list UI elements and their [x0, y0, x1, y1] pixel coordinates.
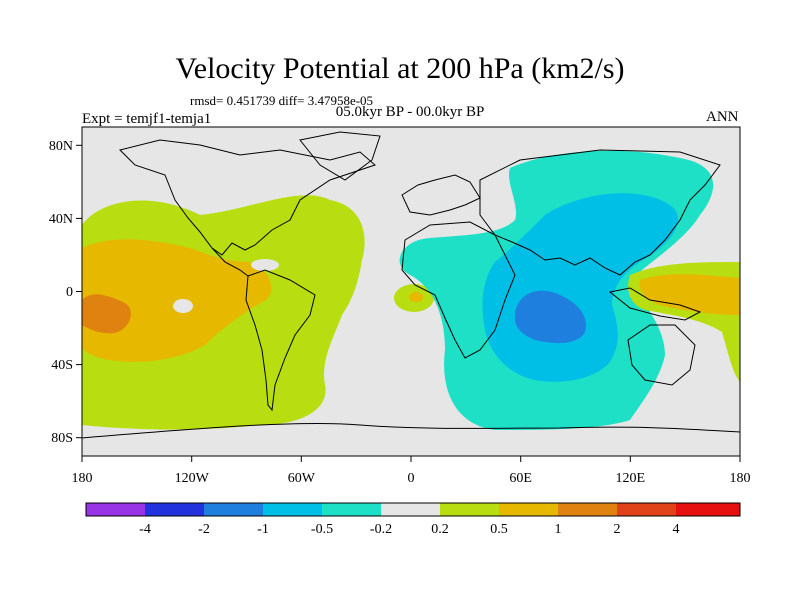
- colorbar-label-0: -4: [139, 522, 151, 537]
- y-tick-label-3: 40S: [51, 358, 73, 373]
- contour-fill-pos-westpac-core: [639, 274, 740, 315]
- colorbar-bin-8: [558, 503, 617, 516]
- colorbar-label-9: 4: [673, 522, 680, 537]
- colorbar-bin-7: [499, 503, 558, 516]
- colorbar-bin-0: [86, 503, 145, 516]
- colorbar-label-2: -1: [257, 522, 269, 537]
- chart-title: Velocity Potential at 200 hPa (km2/s): [175, 52, 625, 85]
- coast-greenland: [299, 131, 381, 181]
- y-tick-label-1: 40N: [49, 212, 73, 227]
- colorbar-label-7: 1: [555, 522, 562, 537]
- colorbar-label-8: 2: [614, 522, 621, 537]
- x-tick-label-0: 180: [72, 471, 93, 486]
- x-tick-label-1: 120W: [175, 471, 210, 486]
- contour-fill-neutral-spot-2: [251, 259, 279, 271]
- colorbar-label-4: -0.2: [370, 522, 392, 537]
- coast-antarctica: [82, 422, 740, 439]
- coast-australia: [627, 324, 696, 386]
- colorbar-bin-10: [676, 503, 740, 516]
- colorbar-label-5: 0.2: [431, 522, 449, 537]
- colorbar-bin-2: [204, 503, 263, 516]
- x-tick-label-5: 120E: [616, 471, 646, 486]
- colorbar-label-6: 0.5: [490, 522, 508, 537]
- x-tick-label-2: 60W: [288, 471, 316, 486]
- colorbar-bin-4: [322, 503, 381, 516]
- y-tick-label-0: 80N: [49, 139, 73, 154]
- coast-asia: [479, 149, 721, 276]
- colorbar: [85, 502, 741, 517]
- tick-marks: [76, 144, 741, 462]
- stats-label: rmsd= 0.451739 diff= 3.47958e-05: [190, 93, 374, 108]
- y-tick-label-4: 80S: [51, 431, 73, 446]
- colorbar-bin-5: [381, 503, 440, 516]
- contour-fill-neg-1: [514, 290, 586, 344]
- season-label: ANN: [706, 109, 739, 125]
- colorbar-bin-9: [617, 503, 676, 516]
- x-tick-label-3: 0: [408, 471, 415, 486]
- colorbar-label-3: -0.5: [311, 522, 333, 537]
- coast-south-america: [245, 269, 316, 412]
- contour-fill-pos-1: [82, 294, 131, 334]
- map-area: [82, 127, 740, 456]
- coastlines: [82, 131, 740, 439]
- colorbar-bin-6: [440, 503, 499, 516]
- colorbar-bin-1: [145, 503, 204, 516]
- x-tick-label-4: 60E: [509, 471, 532, 486]
- contour-fill-neutral-spot: [173, 299, 193, 313]
- coast-africa: [401, 221, 516, 359]
- coast-central-america: [211, 247, 249, 277]
- coast-north-america: [119, 139, 376, 256]
- y-tick-label-2: 0: [66, 285, 73, 300]
- colorbar-label-1: -2: [198, 522, 210, 537]
- experiment-label: Expt = temjf1-temja1: [82, 111, 212, 127]
- colorbar-frame: [85, 502, 741, 517]
- x-tick-label-6: 180: [730, 471, 751, 486]
- period-label: 05.0kyr BP - 00.0kyr BP: [335, 104, 485, 120]
- contour-fill-pos-guinea-core: [409, 292, 423, 302]
- colorbar-bin-3: [263, 503, 322, 516]
- coast-maritime-continent: [608, 287, 702, 321]
